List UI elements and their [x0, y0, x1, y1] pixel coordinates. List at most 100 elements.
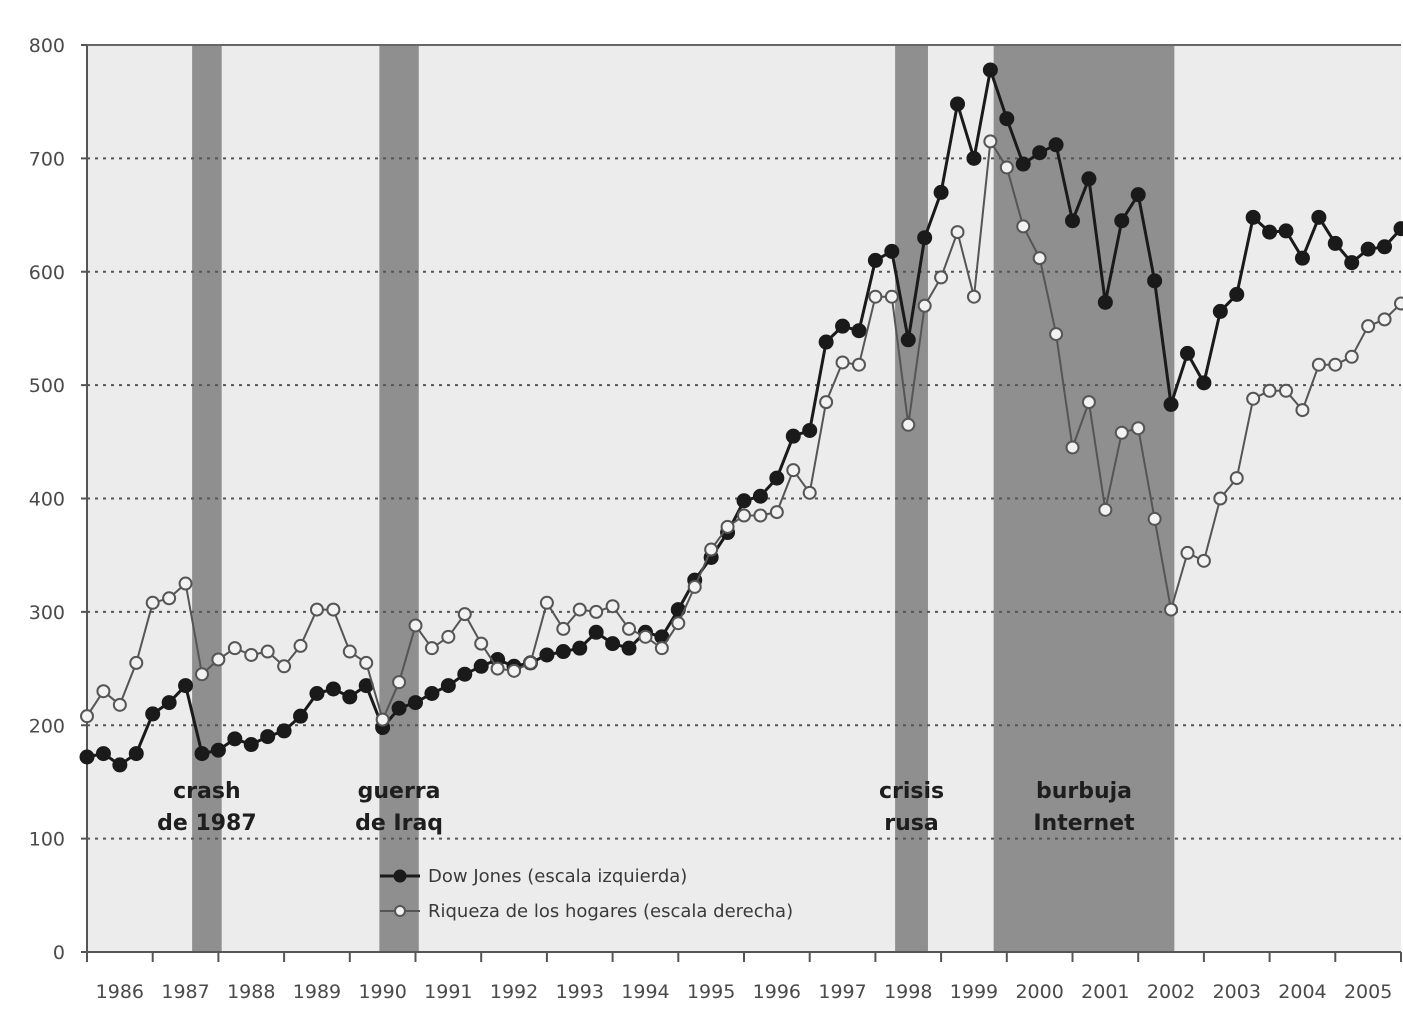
y-tick-label-500: 500 — [29, 375, 65, 397]
data-point-0-74 — [1296, 252, 1309, 265]
data-point-1-14 — [311, 604, 323, 616]
data-point-0-53 — [951, 97, 964, 110]
data-point-1-65 — [1149, 513, 1161, 525]
x-tick-label-1986: 1986 — [96, 981, 144, 1003]
y-tick-label-300: 300 — [29, 602, 65, 624]
data-point-0-78 — [1362, 243, 1375, 256]
data-point-1-74 — [1296, 404, 1308, 416]
y-tick-label-200: 200 — [29, 715, 65, 737]
x-tick-label-1987: 1987 — [161, 981, 209, 1003]
data-point-0-55 — [984, 63, 997, 76]
annotation-3-line-1: Internet — [1033, 811, 1135, 836]
legend-label-1: Riqueza de los hogares (escala derecha) — [428, 901, 793, 922]
data-point-0-57 — [1017, 158, 1030, 171]
data-point-0-72 — [1263, 226, 1276, 239]
data-point-0-45 — [820, 336, 833, 349]
data-point-0-69 — [1214, 305, 1227, 318]
annotation-1-line-1: de Iraq — [355, 811, 443, 836]
data-point-0-10 — [245, 738, 258, 751]
data-point-1-59 — [1050, 328, 1062, 340]
data-point-1-18 — [377, 714, 389, 726]
data-point-1-9 — [229, 642, 241, 654]
data-point-0-59 — [1050, 138, 1063, 151]
data-point-1-57 — [1017, 220, 1029, 232]
annotation-2-line-0: crisis — [879, 779, 944, 804]
data-point-0-29 — [557, 645, 570, 658]
legend-marker-1 — [395, 906, 405, 916]
data-point-1-16 — [344, 646, 356, 658]
data-point-1-63 — [1116, 427, 1128, 439]
data-point-1-23 — [459, 608, 471, 620]
data-point-0-11 — [261, 730, 274, 743]
data-point-1-40 — [738, 510, 750, 522]
data-point-0-67 — [1181, 347, 1194, 360]
data-point-0-2 — [113, 758, 126, 771]
data-point-1-3 — [130, 657, 142, 669]
data-point-1-8 — [212, 653, 224, 665]
data-point-1-73 — [1280, 385, 1292, 397]
y-tick-label-100: 100 — [29, 829, 65, 851]
annotation-1-line-0: guerra — [358, 779, 441, 804]
x-tick-label-2005: 2005 — [1344, 981, 1392, 1003]
data-point-0-44 — [803, 424, 816, 437]
data-point-0-3 — [130, 747, 143, 760]
data-point-0-43 — [787, 430, 800, 443]
data-point-1-20 — [410, 619, 422, 631]
data-point-1-76 — [1329, 359, 1341, 371]
data-point-1-31 — [590, 606, 602, 618]
data-point-0-70 — [1230, 288, 1243, 301]
data-point-1-53 — [952, 226, 964, 238]
data-point-1-0 — [81, 710, 93, 722]
y-tick-label-0: 0 — [53, 942, 65, 964]
data-point-1-70 — [1231, 472, 1243, 484]
data-point-0-23 — [458, 668, 471, 681]
data-point-1-49 — [886, 291, 898, 303]
data-point-1-39 — [722, 521, 734, 533]
data-point-0-31 — [590, 626, 603, 639]
data-point-1-43 — [787, 464, 799, 476]
data-point-0-54 — [967, 152, 980, 165]
data-point-1-21 — [426, 642, 438, 654]
data-point-1-78 — [1362, 320, 1374, 332]
data-point-1-55 — [984, 135, 996, 147]
data-point-1-54 — [968, 291, 980, 303]
data-point-1-37 — [689, 581, 701, 593]
data-point-0-80 — [1395, 222, 1403, 235]
data-point-1-77 — [1346, 351, 1358, 363]
data-point-1-58 — [1034, 252, 1046, 264]
data-point-1-7 — [196, 668, 208, 680]
x-tick-label-1990: 1990 — [358, 981, 406, 1003]
data-point-1-17 — [360, 657, 372, 669]
x-tick-label-2001: 2001 — [1081, 981, 1129, 1003]
x-tick-label-1996: 1996 — [753, 981, 801, 1003]
annotation-3-line-0: burbuja — [1036, 779, 1132, 804]
data-point-1-27 — [524, 657, 536, 669]
data-point-0-47 — [852, 324, 865, 337]
data-point-1-13 — [295, 640, 307, 652]
data-point-1-2 — [114, 699, 126, 711]
data-point-0-77 — [1345, 256, 1358, 269]
data-point-1-62 — [1099, 504, 1111, 516]
data-point-0-30 — [573, 642, 586, 655]
data-point-1-79 — [1379, 313, 1391, 325]
annotation-0-line-1: de 1987 — [157, 811, 257, 836]
data-point-0-75 — [1312, 211, 1325, 224]
data-point-1-41 — [754, 510, 766, 522]
x-tick-label-1992: 1992 — [490, 981, 538, 1003]
data-point-1-28 — [541, 597, 553, 609]
data-point-0-56 — [1000, 112, 1013, 125]
data-point-0-32 — [606, 637, 619, 650]
y-tick-label-400: 400 — [29, 489, 65, 511]
data-point-1-32 — [607, 600, 619, 612]
data-point-0-4 — [146, 707, 159, 720]
data-point-0-49 — [885, 245, 898, 258]
data-point-0-58 — [1033, 146, 1046, 159]
data-point-0-24 — [475, 660, 488, 673]
data-point-0-48 — [869, 254, 882, 267]
data-point-0-16 — [343, 690, 356, 703]
data-point-1-48 — [869, 291, 881, 303]
data-point-0-63 — [1115, 214, 1128, 227]
data-point-0-9 — [228, 732, 241, 745]
data-point-1-35 — [656, 642, 668, 654]
data-point-1-6 — [180, 578, 192, 590]
